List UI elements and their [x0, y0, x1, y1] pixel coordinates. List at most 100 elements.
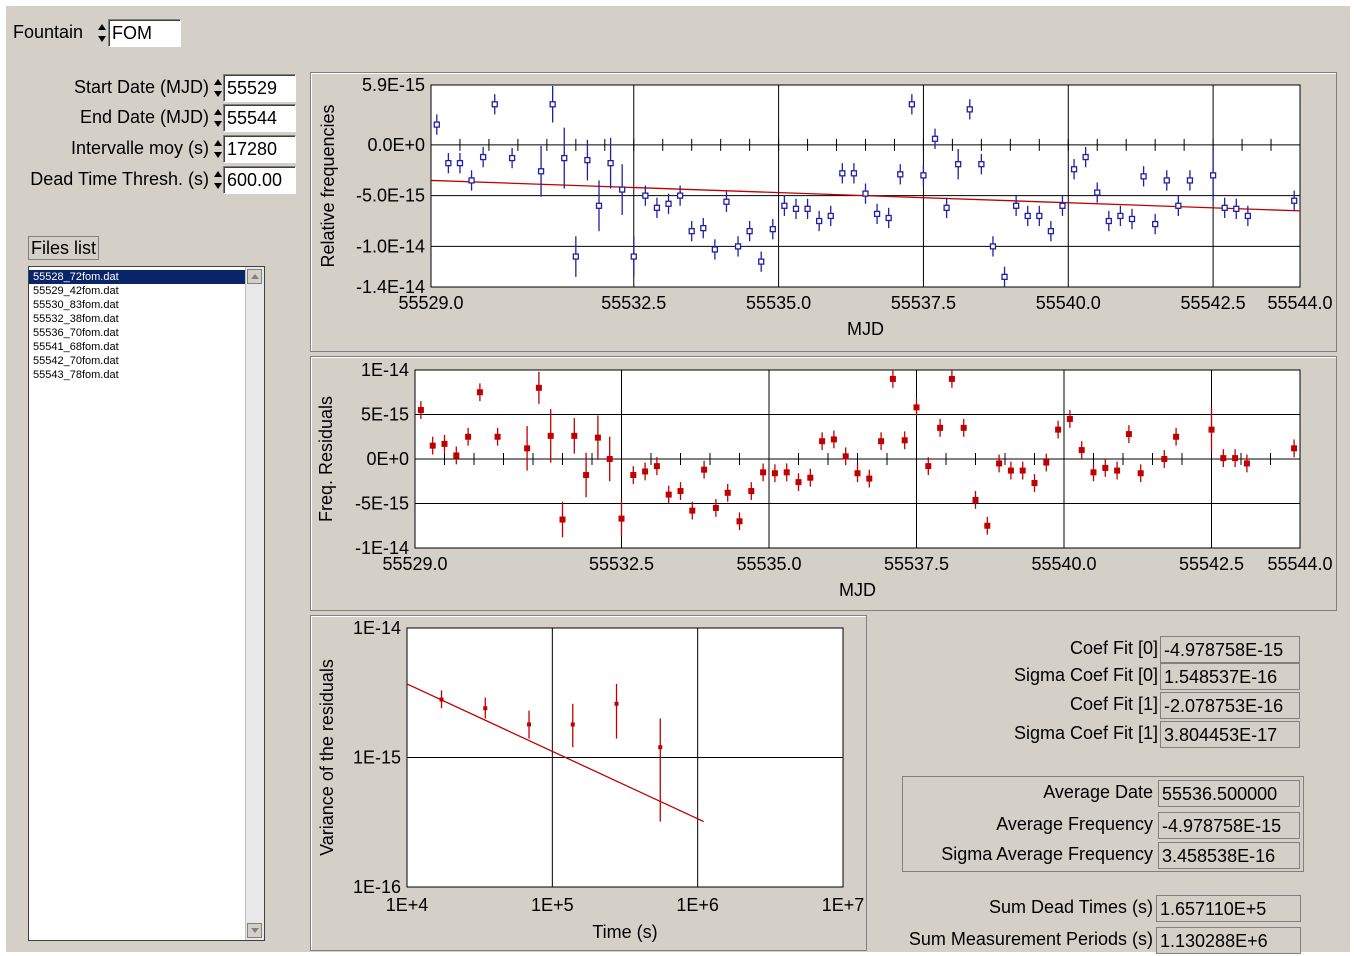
data-point — [960, 424, 967, 431]
y-tick-label: 1E-14 — [361, 360, 409, 380]
param-spinner[interactable] — [214, 138, 222, 160]
x-tick-label: 55542.5 — [1179, 554, 1244, 574]
param-field[interactable]: 55544 — [223, 104, 296, 132]
fit-label: Coef Fit [1] — [1069, 694, 1158, 714]
scroll-up-button[interactable] — [247, 269, 262, 284]
y-tick-label: -5.0E-15 — [356, 186, 425, 206]
data-point — [433, 121, 440, 128]
data-point — [1031, 480, 1038, 487]
data-point — [594, 434, 601, 441]
data-point — [1137, 470, 1144, 477]
data-point — [476, 389, 483, 396]
data-point — [783, 469, 790, 476]
data-point — [948, 375, 955, 382]
data-point — [508, 154, 516, 162]
data-point — [527, 722, 532, 727]
data-point — [537, 168, 545, 175]
x-tick-label: 55537.5 — [884, 554, 949, 574]
data-point — [584, 156, 591, 164]
data-point — [804, 205, 811, 212]
data-point — [1012, 202, 1020, 209]
data-point — [1125, 431, 1132, 438]
file-list-item[interactable]: 55542_70fom.dat — [33, 355, 119, 367]
average-value: 3.458538E-16 — [1158, 842, 1300, 869]
param-field[interactable]: 55529 — [223, 74, 296, 102]
data-point — [1055, 426, 1062, 433]
data-point — [850, 170, 858, 177]
param-field[interactable]: 600.00 — [223, 166, 296, 194]
x-tick-label: 55544.0 — [1267, 293, 1332, 313]
data-point — [1220, 455, 1227, 462]
file-list-item[interactable]: 55532_38fom.dat — [33, 313, 119, 325]
file-list-item[interactable]: 55528_72fom.dat — [29, 270, 245, 284]
fountain-spinner[interactable] — [98, 22, 106, 44]
data-point — [607, 160, 614, 167]
data-point — [491, 101, 498, 108]
data-point — [984, 522, 991, 529]
data-point — [559, 516, 566, 523]
data-point — [925, 463, 932, 470]
data-point — [913, 404, 920, 411]
data-point — [920, 172, 927, 179]
data-point — [827, 212, 834, 220]
fountain-field[interactable]: FOM — [108, 19, 181, 47]
data-point — [943, 204, 950, 211]
data-point — [955, 161, 962, 168]
param-spinner[interactable] — [214, 77, 222, 99]
param-label: Start Date (MJD) — [73, 77, 209, 97]
fit-value: -4.978758E-15 — [1160, 636, 1300, 663]
param-spinner[interactable] — [214, 107, 222, 129]
data-point — [734, 243, 742, 250]
average-value: -4.978758E-15 — [1158, 812, 1300, 839]
x-tick-label: 1E+5 — [531, 895, 574, 915]
data-point — [746, 228, 753, 235]
data-point — [1163, 177, 1170, 184]
x-tick-label: 55532.5 — [601, 293, 666, 313]
data-point — [1019, 467, 1026, 474]
data-point — [781, 202, 788, 209]
data-point — [931, 135, 939, 142]
file-list-item[interactable]: 55541_68fom.dat — [33, 341, 119, 353]
data-point — [483, 706, 488, 711]
fountain-label: Fountain — [13, 22, 84, 42]
file-list-item[interactable]: 55530_83fom.dat — [33, 299, 119, 311]
y-tick-label: 1E-14 — [353, 618, 401, 638]
data-point — [1078, 447, 1085, 454]
file-list-item[interactable]: 55529_42fom.dat — [33, 285, 119, 297]
data-point — [1070, 166, 1078, 173]
data-point — [1175, 202, 1182, 209]
sum-label: Sum Measurement Periods (s) — [908, 929, 1153, 949]
data-point — [653, 463, 660, 470]
files-listbox[interactable]: 55528_72fom.dat 55529_42fom.dat 55530_83fo… — [28, 266, 265, 941]
data-point — [873, 210, 881, 218]
data-point — [908, 101, 915, 108]
y-tick-label: 0.0E+0 — [367, 135, 425, 155]
data-point — [441, 440, 448, 447]
data-point — [700, 224, 707, 232]
data-point — [456, 160, 464, 167]
files-scrollbar[interactable] — [245, 267, 264, 940]
data-point — [453, 452, 460, 459]
data-point — [547, 432, 554, 439]
data-point — [897, 171, 904, 178]
average-label: Sigma Average Frequency — [941, 844, 1153, 864]
x-tick-label: 55537.5 — [891, 293, 956, 313]
data-point — [723, 198, 730, 205]
data-point — [468, 177, 475, 184]
y-tick-label: -1.4E-14 — [356, 277, 425, 297]
file-list-item[interactable]: 55543_78fom.dat — [33, 369, 119, 381]
param-spinner[interactable] — [214, 169, 222, 191]
x-tick-label: 1E+7 — [822, 895, 865, 915]
data-point — [758, 258, 765, 265]
x-tick-label: 55529.0 — [398, 293, 463, 313]
y-tick-label: 1E-16 — [353, 877, 401, 897]
data-point — [1102, 464, 1109, 471]
scroll-down-button[interactable] — [247, 923, 262, 938]
data-point — [760, 469, 767, 476]
param-field[interactable]: 17280 — [223, 135, 296, 163]
x-tick-label: 55542.5 — [1181, 293, 1246, 313]
data-point — [561, 154, 568, 162]
file-list-item[interactable]: 55536_70fom.dat — [33, 327, 119, 339]
data-point — [937, 424, 944, 431]
